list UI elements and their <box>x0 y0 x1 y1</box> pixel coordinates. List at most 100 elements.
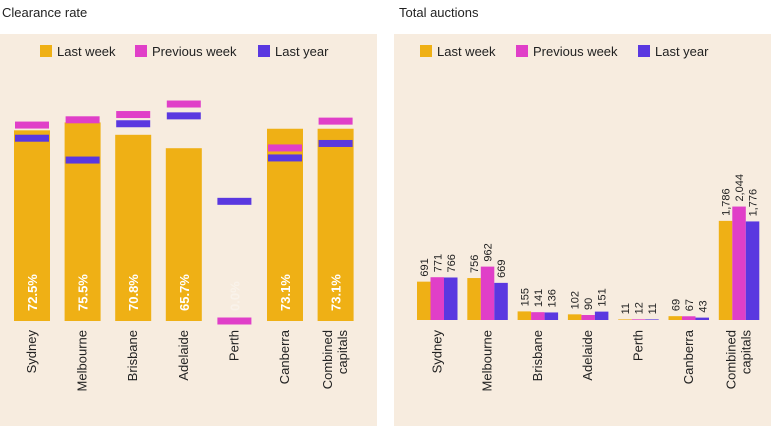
auctions-bar-previous-week-perth <box>631 319 646 320</box>
category-label-sydney: Sydney <box>429 330 444 374</box>
auctions-value-label-last-year-melbourne: 669 <box>496 260 508 278</box>
svg-text:capitals: capitals <box>739 330 754 375</box>
legend-label-previous-week: Previous week <box>152 44 237 59</box>
clearance-bar-last-week-sydney <box>14 130 50 321</box>
auctions-bar-previous-week-melbourne <box>480 266 495 320</box>
auctions-value-label-previous-week-canberra: 67 <box>684 299 696 311</box>
category-label-brisbane: Brisbane <box>530 330 545 381</box>
auctions-value-label-last-week-adelaide: 102 <box>570 291 582 309</box>
auctions-bar-last-week-brisbane <box>517 311 532 320</box>
svg-text:Perth: Perth <box>630 330 645 361</box>
auctions-bar-previous-week-adelaide <box>581 315 595 320</box>
clearance-data-label-brisbane: 70.8% <box>126 274 141 311</box>
clearance-chart: Last week Previous week Last year 72.5% 75.5… <box>14 44 354 391</box>
auctions-bar-last-year-sydney <box>444 277 458 320</box>
clearance-marker-previous-week-perth <box>217 317 252 325</box>
auctions-bar-last-week-canberra <box>668 316 682 320</box>
auctions-bar-last-week-sydney <box>417 281 431 320</box>
clearance-marker-last-year-canberra <box>268 154 302 162</box>
auctions-value-label-last-year-brisbane: 136 <box>546 289 558 307</box>
clearance-chart-title: Clearance rate <box>2 5 88 20</box>
auctions-value-label-previous-week-sydney: 771 <box>432 254 444 272</box>
clearance-data-label-perth: 0.0% <box>227 281 242 311</box>
category-label-perth: Perth <box>630 330 645 361</box>
clearance-data-label-combined-capitals: 73.1% <box>329 274 344 311</box>
clearance-bar-last-week-melbourne <box>64 122 101 321</box>
category-label-brisbane: Brisbane <box>125 330 140 381</box>
svg-text:Combined: Combined <box>320 330 335 389</box>
auctions-bar-last-week-perth <box>618 319 632 320</box>
auctions-value-label-last-year-sydney: 766 <box>446 254 458 272</box>
svg-text:Melbourne: Melbourne <box>75 330 90 391</box>
svg-text:Sydney: Sydney <box>24 330 39 374</box>
auctions-chart: Last week Previous week Last year 691 771 766… <box>417 44 760 391</box>
auctions-bar-previous-week-canberra <box>682 316 696 320</box>
category-label-adelaide: Adelaide <box>176 330 191 381</box>
category-label-canberra: Canberra <box>277 329 292 384</box>
category-label-melbourne: Melbourne <box>480 330 495 391</box>
auctions-bar-last-year-canberra <box>695 317 709 320</box>
clearance-bar-last-week-brisbane <box>115 134 152 321</box>
clearance-marker-previous-week-sydney <box>15 121 49 129</box>
clearance-data-label-melbourne: 75.5% <box>76 274 91 311</box>
category-label-adelaide: Adelaide <box>580 330 595 381</box>
clearance-marker-previous-week-brisbane <box>116 111 151 119</box>
auctions-chart-panel: Last week Previous week Last year 691 771 766… <box>394 34 771 426</box>
auctions-value-label-last-week-melbourne: 756 <box>469 255 481 273</box>
clearance-marker-last-year-sydney <box>15 134 49 142</box>
clearance-marker-last-year-brisbane <box>116 120 151 128</box>
auctions-bar-previous-week-sydney <box>430 277 444 320</box>
svg-text:Melbourne: Melbourne <box>480 330 495 391</box>
svg-text:Adelaide: Adelaide <box>580 330 595 381</box>
category-label-melbourne: Melbourne <box>75 330 90 391</box>
auctions-bar-last-year-melbourne <box>494 282 508 320</box>
svg-text:Canberra: Canberra <box>681 329 696 384</box>
legend-label-last-year: Last year <box>275 44 329 59</box>
svg-text:Brisbane: Brisbane <box>530 330 545 381</box>
clearance-data-label-adelaide: 65.7% <box>177 274 192 311</box>
clearance-marker-last-year-combined-capitals <box>318 139 353 147</box>
clearance-marker-previous-week-adelaide <box>166 100 201 108</box>
auctions-value-label-last-year-canberra: 43 <box>697 300 709 312</box>
svg-text:Canberra: Canberra <box>277 329 292 384</box>
legend-label-last-year: Last year <box>655 44 709 59</box>
auctions-bar-last-year-perth <box>645 319 659 320</box>
category-label-canberra: Canberra <box>681 329 696 384</box>
auctions-value-label-previous-week-perth: 12 <box>633 302 645 314</box>
svg-text:capitals: capitals <box>335 330 350 375</box>
clearance-marker-previous-week-melbourne <box>65 116 100 124</box>
clearance-data-label-sydney: 72.5% <box>25 274 40 311</box>
legend-label-previous-week: Previous week <box>533 44 618 59</box>
auctions-bar-last-year-adelaide <box>594 311 609 320</box>
clearance-marker-previous-week-canberra <box>268 144 302 152</box>
legend-swatch-last-week <box>40 45 52 57</box>
svg-text:Adelaide: Adelaide <box>176 330 191 381</box>
auctions-value-label-last-year-perth: 11 <box>647 303 659 314</box>
auctions-value-label-previous-week-brisbane: 141 <box>533 289 545 307</box>
clearance-marker-previous-week-combined-capitals <box>318 117 353 125</box>
legend-swatch-last-year <box>258 45 270 57</box>
auctions-value-label-previous-week-melbourne: 962 <box>483 243 495 261</box>
auctions-bar-last-week-combined-capitals <box>718 220 733 320</box>
auctions-bar-last-year-combined-capitals <box>745 221 760 320</box>
svg-text:Sydney: Sydney <box>429 330 444 374</box>
legend-label-last-week: Last week <box>437 44 496 59</box>
auctions-bar-last-week-adelaide <box>567 314 582 320</box>
legend-swatch-previous-week <box>135 45 147 57</box>
auctions-chart-title: Total auctions <box>399 5 479 20</box>
legend-label-last-week: Last week <box>57 44 116 59</box>
auctions-value-label-last-week-combined-capitals: 1,786 <box>721 188 733 216</box>
category-label-combined-capitals: Combined capitals <box>320 330 350 390</box>
clearance-marker-last-year-melbourne <box>65 156 100 164</box>
clearance-data-label-canberra: 73.1% <box>278 274 293 311</box>
svg-text:Perth: Perth <box>226 330 241 361</box>
auctions-value-label-last-year-adelaide: 151 <box>597 288 609 306</box>
category-label-combined-capitals: Combined capitals <box>724 330 754 390</box>
clearance-bar-last-week-adelaide <box>165 148 202 321</box>
auctions-value-label-previous-week-adelaide: 90 <box>583 298 595 310</box>
auctions-bar-previous-week-brisbane <box>531 312 545 320</box>
auctions-value-label-previous-week-combined-capitals: 2,044 <box>734 174 746 202</box>
auctions-value-label-last-week-sydney: 691 <box>419 258 431 276</box>
auctions-value-label-last-week-canberra: 69 <box>670 299 682 311</box>
svg-text:Combined: Combined <box>724 330 739 389</box>
